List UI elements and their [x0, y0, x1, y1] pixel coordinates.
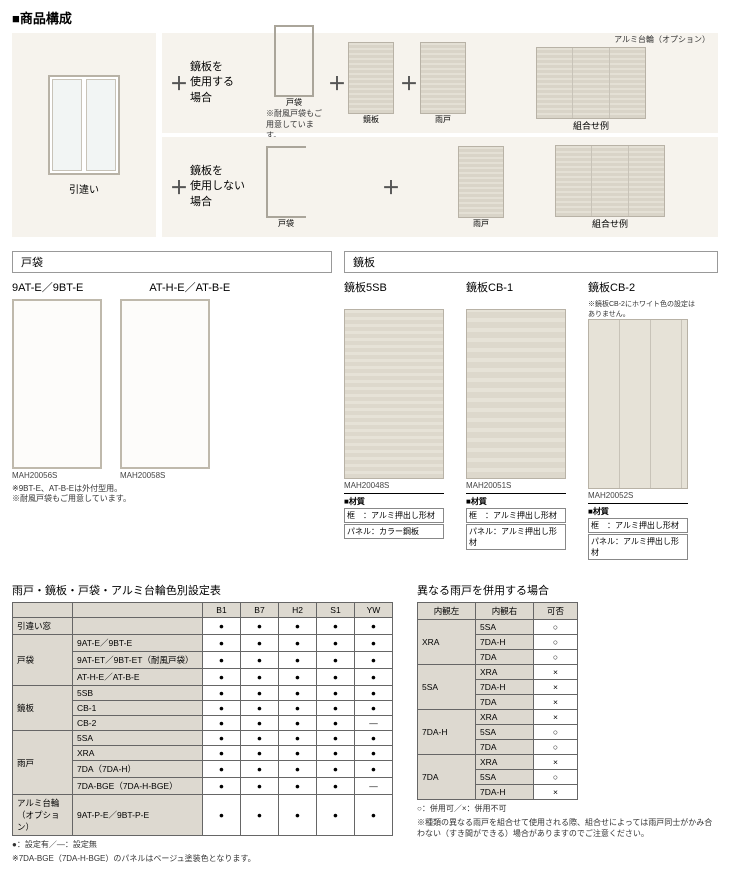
tobukuro-bare-block: 戸袋	[266, 146, 306, 229]
m2-cap: MAH20051S	[466, 481, 511, 490]
t2-foot1: ○：併用可／×：併用不可	[417, 804, 718, 814]
shutter-label: 雨戸	[473, 218, 489, 229]
table2-block: 異なる雨戸を併用する場合 内観左内観右可否XRA5SA○7DA-H○7DA○5S…	[417, 582, 718, 865]
m3-name: 鏡板CB-2	[588, 279, 635, 295]
mat3b: パネル：アルミ押出し形材	[588, 534, 688, 560]
row1-text: 鏡板を 使用する 場合	[190, 60, 260, 106]
combo-block: アルミ台輪（オプション） 組合せ例	[472, 34, 710, 132]
opt-note: アルミ台輪（オプション）	[614, 34, 710, 45]
t2-foot2: ※種類の異なる雨戸を組合せて使用される際、組合せによっては雨戸同士がかみ合わない…	[417, 818, 718, 839]
mirror-col-2: 鏡板CB-1 MAH20051S ■材質 框 ：アルミ押出し形材 パネル：アルミ…	[466, 279, 576, 560]
tobukuro-label: 戸袋	[278, 218, 294, 229]
tobu-9at-icon	[12, 299, 102, 469]
shutter-block: 雨戸	[420, 42, 466, 125]
tobukuro-bare-icon	[266, 146, 306, 218]
color-table: B1B7H2S1YW引違い窓●●●●●戸袋9AT-E／9BT-E●●●●●9AT…	[12, 602, 393, 836]
mat-head: ■材質	[344, 493, 444, 507]
m3-cap: MAH20052S	[588, 491, 633, 500]
mat-head: ■材質	[466, 493, 566, 507]
mat3a: 框 ：アルミ押出し形材	[588, 518, 688, 533]
mirror-section: 鏡板 鏡板5SB MAH20048S ■材質 框 ：アルミ押出し形材 パネル：カ…	[344, 251, 718, 560]
row2-text: 鏡板を 使用しない 場合	[190, 164, 260, 210]
window-block: 引違い	[12, 33, 156, 237]
m1-name: 鏡板5SB	[344, 279, 387, 295]
m2-name: 鏡板CB-1	[466, 279, 513, 295]
cap2: MAH20058S	[120, 471, 210, 480]
tobukuro-section: 戸袋 9AT-E／9BT-E AT-H-E／AT-B-E MAH20056S M…	[12, 251, 332, 560]
tobukuro-label: 戸袋	[286, 97, 302, 108]
mirror-5sb-icon	[344, 309, 444, 479]
mat-head: ■材質	[588, 503, 688, 517]
mirror-label: 鏡板	[363, 114, 379, 125]
shutter-panel-icon	[458, 146, 504, 218]
composition-diagram: 引違い ＋ 鏡板を 使用する 場合 戸袋 ※耐風戸袋もご用意しています。 ＋ 鏡…	[12, 33, 718, 237]
mat1a: 框 ：アルミ押出し形材	[344, 508, 444, 523]
table1-title: 雨戸・鏡板・戸袋・アルミ台輪色別設定表	[12, 582, 393, 598]
mirror-title: 鏡板	[344, 251, 718, 273]
combo-label: 組合せ例	[573, 119, 609, 132]
tables-section: 雨戸・鏡板・戸袋・アルミ台輪色別設定表 B1B7H2S1YW引違い窓●●●●●戸…	[12, 582, 718, 865]
tobukuro-block: 戸袋 ※耐風戸袋もご用意しています。	[266, 25, 322, 141]
shutter-block2: 雨戸	[458, 146, 504, 229]
mirror-col-3: 鏡板CB-2 ※鏡板CB-2にホワイト色の設定はありません。 MAH20052S…	[588, 279, 698, 560]
combo-label: 組合せ例	[592, 217, 628, 230]
combo-icon	[536, 47, 646, 119]
combo-icon	[555, 145, 665, 217]
tobu-ath-icon	[120, 299, 210, 469]
model-1: 9AT-E／9BT-E	[12, 279, 83, 295]
shutter-panel-icon	[420, 42, 466, 114]
tobukuro-title: 戸袋	[12, 251, 332, 273]
tobu-notes: ※9BT-E、AT-B-Eは外付型用。 ※耐風戸袋もご用意しています。	[12, 484, 332, 505]
cap1: MAH20056S	[12, 471, 102, 480]
plus-icon: ＋	[382, 174, 396, 200]
plus-icon: ＋	[170, 70, 184, 96]
shutter-label: 雨戸	[435, 114, 451, 125]
tobukuro-icon	[274, 25, 314, 97]
model-2: AT-H-E／AT-B-E	[149, 279, 230, 295]
tobu-img-col: MAH20056S	[12, 299, 102, 480]
t1-foot1: ●：設定有／―：設定無	[12, 840, 393, 850]
t1-foot2: ※7DA-BGE（7DA-H-BGE）のパネルはベージュ塗装色となります。	[12, 854, 393, 864]
plus-icon: ＋	[400, 70, 414, 96]
models-section: 戸袋 9AT-E／9BT-E AT-H-E／AT-B-E MAH20056S M…	[12, 251, 718, 560]
plus-icon: ＋	[170, 174, 184, 200]
combine-table: 内観左内観右可否XRA5SA○7DA-H○7DA○5SAXRA×7DA-H×7D…	[417, 602, 578, 800]
mirror-block: 鏡板	[348, 42, 394, 125]
mirror-panel-icon	[348, 42, 394, 114]
plus-icon: ＋	[328, 70, 342, 96]
table1-block: 雨戸・鏡板・戸袋・アルミ台輪色別設定表 B1B7H2S1YW引違い窓●●●●●戸…	[12, 582, 393, 865]
mat2a: 框 ：アルミ押出し形材	[466, 508, 566, 523]
sliding-window-icon	[48, 75, 120, 175]
mat2b: パネル：アルミ押出し形材	[466, 524, 566, 550]
mirror-col-1: 鏡板5SB MAH20048S ■材質 框 ：アルミ押出し形材 パネル：カラー鋼…	[344, 279, 454, 560]
row-without-mirror: ＋ 鏡板を 使用しない 場合 戸袋 ＋ 雨戸 組合せ例	[162, 137, 718, 237]
m3-note: ※鏡板CB-2にホワイト色の設定はありません。	[588, 299, 698, 319]
combo-block2: 組合せ例	[510, 145, 710, 230]
mat1b: パネル：カラー鋼板	[344, 524, 444, 539]
table2-title: 異なる雨戸を併用する場合	[417, 582, 718, 598]
tobu-img-col: MAH20058S	[120, 299, 210, 480]
right-rows: ＋ 鏡板を 使用する 場合 戸袋 ※耐風戸袋もご用意しています。 ＋ 鏡板 ＋ …	[162, 33, 718, 237]
m1-cap: MAH20048S	[344, 481, 389, 490]
page-heading: ■商品構成	[12, 8, 718, 27]
row-with-mirror: ＋ 鏡板を 使用する 場合 戸袋 ※耐風戸袋もご用意しています。 ＋ 鏡板 ＋ …	[162, 33, 718, 133]
mirror-cb1-icon	[466, 309, 566, 479]
mirror-cb2-icon	[588, 319, 688, 489]
window-label: 引違い	[69, 181, 99, 196]
